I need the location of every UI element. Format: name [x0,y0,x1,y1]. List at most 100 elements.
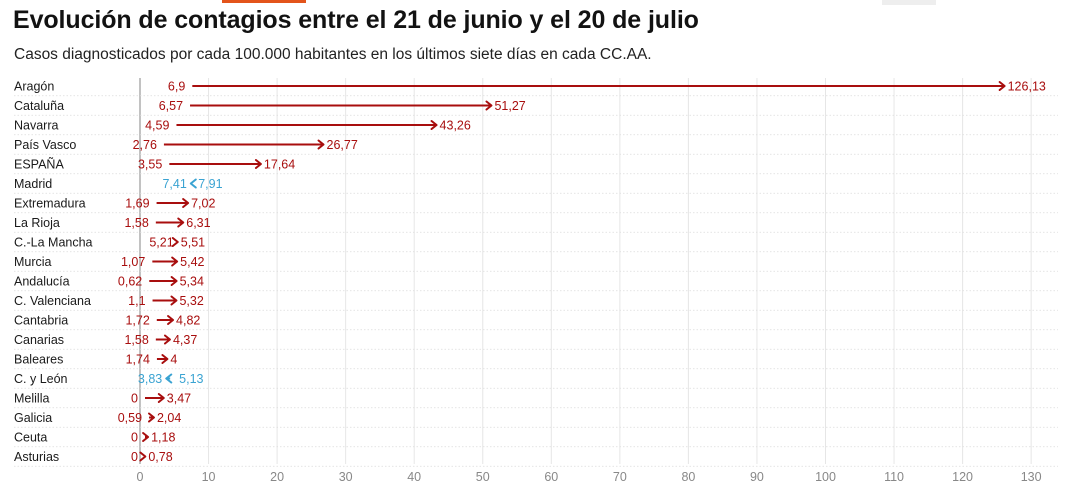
end-value-label: 0,78 [148,450,172,464]
region-label: País Vasco [14,138,76,152]
region-label: Andalucía [14,275,70,289]
end-value-label: 6,31 [186,216,210,230]
arrow-head [167,315,175,325]
header-tab [882,0,936,5]
arrow-head [998,81,1006,91]
start-value-label: 0 [131,392,138,406]
arrow-head [317,139,325,150]
start-value-label: 0 [131,450,138,464]
x-tick-label: 0 [137,470,144,484]
arrow-head [182,198,190,208]
region-label: Aragón [14,80,54,94]
start-value-label: 4,59 [145,119,169,133]
region-label: Galicia [14,411,52,425]
region-label: Asturias [14,450,59,464]
end-value-label: 5,34 [180,275,204,289]
chart-subtitle: Casos diagnosticados por cada 100.000 ha… [14,46,652,63]
arrow-head [147,412,155,423]
end-value-label: 2,04 [157,411,181,425]
x-tick-label: 70 [613,470,627,484]
x-tick-label: 40 [407,470,421,484]
x-tick-label: 80 [681,470,695,484]
region-label: C. Valenciana [14,294,91,308]
x-tick-label: 100 [815,470,836,484]
arrow-head [189,178,197,189]
start-value-label: 0,62 [118,275,142,289]
start-value-label: 2,76 [133,138,157,152]
end-value-label: 17,64 [264,158,295,172]
arrow-head [430,120,438,130]
x-tick-label: 90 [750,470,764,484]
region-label: La Rioja [14,216,60,230]
arrow-head [254,159,262,169]
region-label: Cataluña [14,99,64,113]
arrow-head [139,451,147,462]
end-value-label: 3,47 [167,392,191,406]
region-label: Navarra [14,119,59,133]
chart-title: Evolución de contagios entre el 21 de ju… [13,6,699,34]
start-value-label: 1,72 [125,314,149,328]
start-value-label: 1,74 [126,353,150,367]
end-value-label: 3,83 [138,372,162,386]
arrow-head [157,393,165,403]
arrow-head [165,373,173,384]
start-value-label: 3,55 [138,158,162,172]
arrow-head [171,237,179,247]
region-label: Murcia [14,255,52,269]
region-label: Madrid [14,177,52,191]
end-value-label: 7,02 [191,197,215,211]
end-value-label: 7,41 [162,177,186,191]
x-tick-label: 110 [884,470,904,484]
arrow-head [170,276,178,286]
arrow-head [485,100,493,111]
region-label: Canarias [14,333,64,347]
start-value-label: 0 [131,431,138,445]
start-value-label: 1,58 [124,216,148,230]
region-label: C.-La Mancha [14,236,93,250]
x-tick-label: 130 [1021,470,1042,484]
x-tick-label: 50 [476,470,490,484]
end-value-label: 26,77 [327,138,358,152]
region-label: Melilla [14,392,49,406]
arrow-head [170,295,178,306]
start-value-label: 0,59 [118,411,142,425]
start-value-label: 5,13 [179,372,203,386]
arrow-head [142,432,150,442]
start-value-label: 7,91 [198,177,222,191]
end-value-label: 43,26 [440,119,471,133]
end-value-label: 126,13 [1008,80,1046,94]
start-value-label: 6,57 [159,99,183,113]
x-tick-label: 120 [952,470,973,484]
x-tick-label: 20 [270,470,284,484]
arrow-head [171,256,179,267]
arrow-head [161,354,169,364]
end-value-label: 5,42 [180,255,204,269]
start-value-label: 1,69 [125,197,149,211]
region-label: Extremadura [14,197,86,211]
region-label: ESPAÑA [14,158,64,172]
arrow-head [177,217,185,228]
region-label: Cantabria [14,314,68,328]
end-value-label: 1,18 [151,431,175,445]
x-tick-label: 10 [202,470,216,484]
end-value-label: 4,82 [176,314,200,328]
end-value-label: 4 [170,353,177,367]
accent-strip [222,0,306,3]
region-label: C. y León [14,372,68,386]
end-value-label: 51,27 [494,99,525,113]
end-value-label: 5,51 [181,236,205,250]
end-value-label: 4,37 [173,333,197,347]
arrow-head [163,334,171,345]
end-value-label: 5,32 [179,294,203,308]
start-value-label: 6,9 [168,80,185,94]
x-tick-label: 30 [339,470,353,484]
start-value-label: 1,58 [124,333,148,347]
start-value-label: 1,1 [128,294,145,308]
start-value-label: 1,07 [121,255,145,269]
region-label: Baleares [14,353,63,367]
region-label: Ceuta [14,431,47,445]
top-bar [0,0,1080,6]
x-tick-label: 60 [544,470,558,484]
start-value-label: 5,21 [149,236,173,250]
